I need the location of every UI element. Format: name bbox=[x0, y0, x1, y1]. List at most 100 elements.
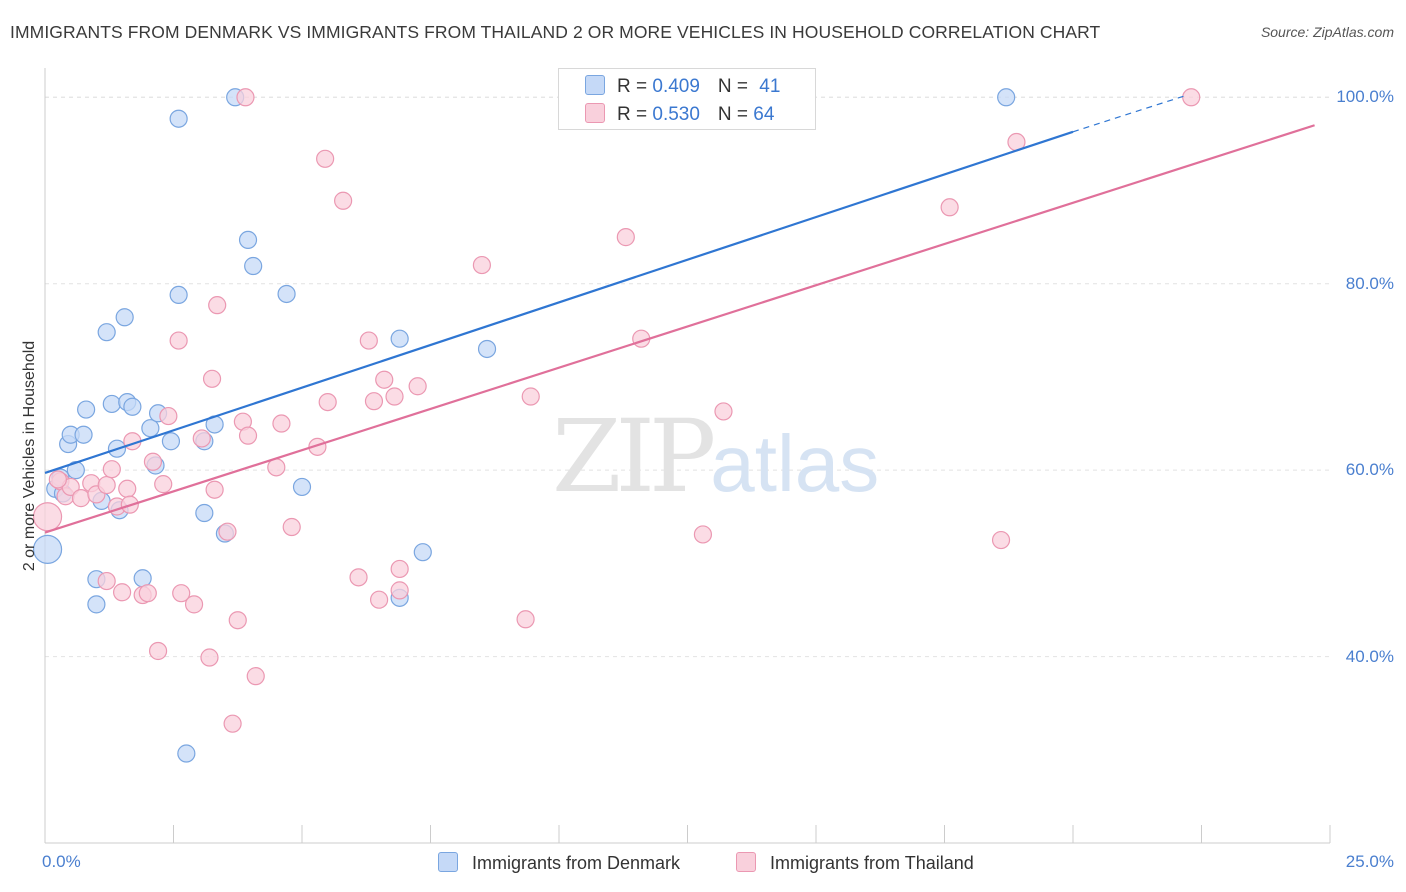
denmark-point bbox=[169, 109, 188, 128]
thailand-point bbox=[390, 581, 409, 600]
denmark-point bbox=[161, 432, 181, 451]
y-tick-label: 100.0% bbox=[1336, 87, 1394, 107]
trend-lines bbox=[44, 94, 1315, 534]
thailand-point bbox=[97, 571, 116, 591]
chart-title: IMMIGRANTS FROM DENMARK VS IMMIGRANTS FR… bbox=[10, 22, 1101, 42]
thailand-point bbox=[148, 641, 168, 661]
thailand-point bbox=[97, 475, 116, 495]
thailand-point bbox=[516, 610, 535, 629]
denmark-point bbox=[74, 425, 93, 444]
thailand-point bbox=[334, 191, 353, 210]
thailand-point bbox=[370, 590, 389, 609]
legend-row-denmark: R = 0.409 N = 41 bbox=[585, 75, 780, 98]
thailand-point bbox=[318, 392, 337, 412]
denmark-trend-line bbox=[44, 130, 1074, 474]
denmark-point bbox=[32, 534, 63, 564]
denmark-point bbox=[102, 394, 121, 414]
thailand-point bbox=[272, 414, 291, 433]
thailand-trend-line bbox=[44, 124, 1315, 534]
denmark-point bbox=[292, 477, 312, 497]
denmark-point bbox=[390, 329, 409, 348]
thailand-point bbox=[228, 611, 247, 630]
thailand-point bbox=[940, 198, 959, 217]
x-tick-label: 0.0% bbox=[42, 852, 81, 871]
legend-r-denmark: 0.409 bbox=[652, 76, 700, 97]
thailand-point bbox=[102, 460, 121, 479]
bottom-legend-swatch-thailand bbox=[736, 852, 756, 872]
bottom-legend-denmark: Immigrants from Denmark bbox=[438, 852, 680, 874]
thailand-point bbox=[223, 714, 242, 733]
thailand-point bbox=[246, 667, 265, 686]
y-axis-label: 2 or more Vehicles in Household bbox=[21, 340, 38, 572]
legend-swatch-denmark bbox=[585, 75, 605, 95]
watermark-atlas: atlas bbox=[710, 419, 880, 508]
denmark-point bbox=[115, 308, 134, 327]
thailand-point bbox=[521, 387, 540, 406]
legend-r-thailand: 0.530 bbox=[652, 104, 700, 125]
denmark-point bbox=[997, 88, 1016, 107]
series-name-denmark: Immigrants from Denmark bbox=[472, 853, 681, 873]
thailand-point bbox=[71, 489, 91, 508]
y-tick-label: 40.0% bbox=[1345, 646, 1394, 666]
thailand-point bbox=[112, 583, 132, 602]
watermark: ZIPatlas bbox=[552, 398, 879, 515]
source-label: Source: ZipAtlas.com bbox=[1260, 24, 1394, 40]
thailand-point bbox=[359, 331, 378, 350]
thailand-point bbox=[616, 228, 635, 247]
bottom-legend-thailand: Immigrants from Thailand bbox=[736, 852, 974, 874]
thailand-point bbox=[202, 369, 222, 388]
thailand-point bbox=[472, 255, 491, 275]
thailand-point bbox=[205, 480, 224, 499]
thailand-point bbox=[238, 426, 258, 445]
thailand-point bbox=[385, 387, 404, 406]
x-tick-label: 25.0% bbox=[1345, 852, 1394, 871]
thailand-point bbox=[1182, 88, 1201, 107]
thailand-point bbox=[282, 517, 301, 537]
legend-n-denmark: 41 bbox=[759, 76, 781, 97]
thailand-point bbox=[48, 470, 67, 489]
denmark-point bbox=[477, 339, 497, 359]
thailand-point bbox=[169, 331, 188, 350]
thailand-point bbox=[693, 525, 713, 544]
denmark-point bbox=[238, 230, 258, 250]
legend: R = 0.409 N = 41 R = 0.530 N = 64 bbox=[558, 68, 816, 130]
denmark-point bbox=[177, 744, 196, 763]
denmark-point bbox=[123, 397, 142, 416]
thailand-point bbox=[192, 429, 211, 448]
denmark-trend-extension bbox=[1072, 94, 1187, 133]
legend-row-thailand: R = 0.530 N = 64 bbox=[585, 103, 774, 126]
watermark-zip: ZIP bbox=[552, 398, 716, 515]
thailand-point bbox=[184, 595, 204, 614]
thailand-point bbox=[143, 452, 163, 471]
y-tick-label: 80.0% bbox=[1345, 273, 1394, 293]
denmark-point bbox=[97, 323, 116, 342]
thailand-point bbox=[349, 568, 368, 587]
series-name-thailand: Immigrants from Thailand bbox=[770, 853, 974, 873]
thailand-point bbox=[316, 149, 335, 168]
thailand-point bbox=[991, 530, 1011, 550]
thailand-point bbox=[714, 402, 733, 421]
thailand-point bbox=[172, 584, 191, 603]
bottom-legend-swatch-denmark bbox=[438, 852, 458, 872]
denmark-point bbox=[141, 419, 160, 438]
y-tick-label: 60.0% bbox=[1345, 460, 1394, 480]
thailand-point bbox=[138, 584, 157, 603]
thailand-point bbox=[154, 475, 173, 494]
denmark-point bbox=[413, 543, 432, 562]
thailand-point bbox=[218, 522, 237, 541]
thailand-point bbox=[200, 648, 219, 667]
thailand-point bbox=[408, 377, 427, 396]
thailand-point bbox=[390, 559, 409, 579]
thailand-point bbox=[364, 392, 384, 411]
denmark-point bbox=[277, 284, 296, 304]
legend-n-thailand: 64 bbox=[753, 104, 775, 125]
thailand-point bbox=[375, 370, 394, 389]
legend-swatch-thailand bbox=[585, 103, 605, 123]
thailand-point bbox=[159, 406, 178, 426]
denmark-point bbox=[169, 285, 188, 304]
thailand-point bbox=[208, 296, 227, 315]
denmark-point bbox=[195, 503, 214, 523]
denmark-point bbox=[244, 256, 263, 276]
thailand-point bbox=[118, 479, 137, 498]
